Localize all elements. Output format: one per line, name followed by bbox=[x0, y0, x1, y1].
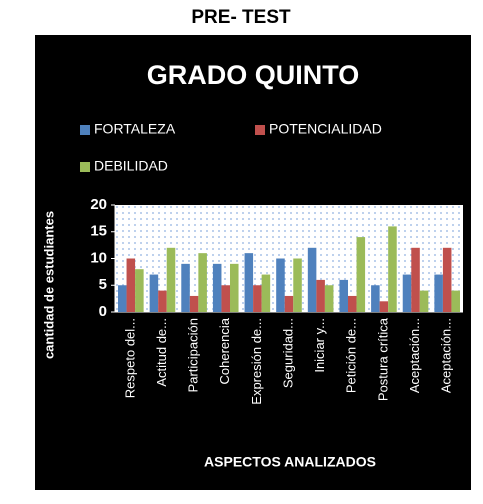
bar bbox=[388, 226, 397, 312]
x-tick-label: Aceptación... bbox=[439, 318, 454, 393]
bar bbox=[293, 258, 302, 312]
bar bbox=[135, 269, 144, 312]
bar bbox=[411, 247, 420, 312]
legend-label: POTENCIALIDAD bbox=[269, 121, 382, 137]
bar bbox=[118, 285, 127, 312]
bar bbox=[221, 285, 230, 312]
page-title: PRE- TEST bbox=[191, 7, 291, 28]
bar bbox=[198, 253, 207, 312]
x-tick-label: Postura crítica bbox=[375, 317, 390, 401]
bar bbox=[166, 247, 176, 312]
bar bbox=[261, 274, 271, 312]
legend-swatch bbox=[80, 162, 90, 172]
x-tick-label: Expresión de... bbox=[249, 318, 264, 405]
x-tick-label: Seguridad... bbox=[280, 318, 295, 388]
bar bbox=[379, 301, 389, 312]
bar bbox=[316, 279, 325, 312]
bar bbox=[229, 263, 239, 312]
bar bbox=[434, 274, 443, 312]
x-tick-label: Aceptación... bbox=[407, 318, 422, 393]
x-tick-label: Coherencia bbox=[217, 317, 232, 384]
y-axis-label: cantidad de estudiantes bbox=[41, 211, 56, 359]
bar bbox=[189, 295, 199, 312]
x-tick-label: Actitud de... bbox=[154, 318, 169, 387]
bar bbox=[402, 274, 412, 312]
y-tick-label: 15 bbox=[90, 223, 107, 240]
bar bbox=[442, 247, 452, 312]
y-tick-label: 20 bbox=[90, 196, 107, 213]
bar bbox=[356, 237, 366, 312]
bar bbox=[371, 285, 380, 312]
legend-swatch bbox=[255, 125, 265, 135]
legend-label: DEBILIDAD bbox=[94, 158, 168, 174]
chart-title: GRADO QUINTO bbox=[147, 60, 360, 90]
y-tick-label: 10 bbox=[90, 249, 107, 266]
bar bbox=[339, 279, 349, 312]
bar bbox=[126, 258, 136, 312]
bar bbox=[451, 290, 460, 312]
bar bbox=[158, 290, 167, 312]
bar bbox=[253, 285, 262, 312]
x-tick-label: Participación bbox=[186, 318, 201, 392]
bar bbox=[307, 247, 317, 312]
legend-swatch bbox=[80, 125, 90, 135]
bar bbox=[212, 263, 222, 312]
bar bbox=[324, 285, 334, 312]
bar bbox=[419, 290, 429, 312]
bar bbox=[276, 258, 285, 312]
bar bbox=[244, 253, 254, 312]
x-tick-label: Petición de... bbox=[344, 318, 359, 393]
y-tick-label: 5 bbox=[99, 276, 107, 293]
bar bbox=[149, 274, 159, 312]
x-axis-label: ASPECTOS ANALIZADOS bbox=[204, 454, 376, 470]
y-tick-label: 0 bbox=[99, 303, 107, 320]
bar bbox=[284, 295, 294, 312]
bar bbox=[348, 295, 357, 312]
x-tick-label: Iniciar y... bbox=[312, 318, 327, 373]
bar bbox=[181, 263, 190, 312]
legend-label: FORTALEZA bbox=[94, 121, 176, 137]
x-tick-label: Respeto del... bbox=[122, 318, 137, 398]
